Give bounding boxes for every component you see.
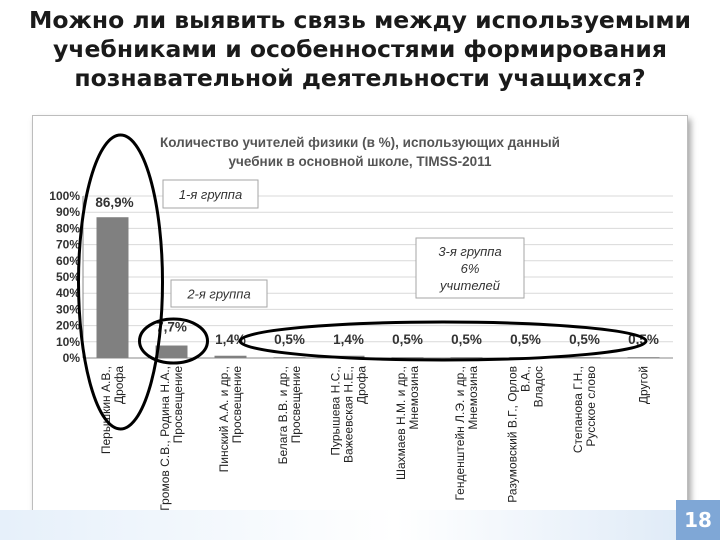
category-label-line: Русское слово (584, 366, 598, 447)
category-label: Пинский А.А. и др., Просвещение (217, 366, 244, 473)
annotation-text: 6% (461, 261, 480, 276)
data-label: 0,5% (392, 332, 423, 347)
bar-chart: Количество учителей физики (в %), исполь… (49, 133, 673, 511)
data-label: 86,9% (95, 195, 133, 210)
y-tick-label: 30% (56, 302, 80, 316)
bar (568, 357, 601, 358)
category-label-line: Владос (532, 366, 546, 407)
slide-title: Можно ли выявить связь между используемы… (6, 6, 714, 93)
group-annotation: 2-я группа (170, 279, 268, 308)
category-label-line: Дрофа (355, 366, 369, 404)
data-label: 0,5% (569, 332, 600, 347)
chart-title-line: учебник в основной школе, TIMSS-2011 (229, 154, 492, 169)
y-tick-label: 50% (56, 270, 80, 284)
annotation-text: учителей (439, 278, 500, 293)
y-tick-label: 0% (63, 351, 81, 365)
y-tick-label: 100% (49, 189, 80, 203)
category-label-line: Просвещение (230, 366, 244, 444)
bar (627, 357, 660, 358)
data-label: 0,5% (451, 332, 482, 347)
highlight-ellipse-group-3 (238, 320, 648, 362)
y-tick-label: 10% (56, 335, 80, 349)
data-label: 0,5% (510, 332, 541, 347)
category-label: Пурышева Н.С., Важеевская Н.Е., Дрофа (329, 366, 369, 463)
group-annotation: 1-я группа (162, 179, 259, 209)
y-tick-label: 40% (56, 286, 80, 300)
annotation-box (170, 279, 268, 308)
category-label: Разумовский В.Г., Орлов В.А., Владос (506, 366, 546, 503)
category-label-line: В.А., (519, 366, 533, 392)
bar (391, 357, 424, 358)
category-label: Степанова Г.Н., Русское слово (571, 366, 598, 453)
y-tick-label: 80% (56, 221, 80, 235)
data-label: 1,4% (215, 332, 246, 347)
category-label-line: Дрофа (112, 366, 126, 404)
category-label-line: Пинский А.А. и др., (217, 366, 231, 472)
annotation-text: 1-я группа (179, 187, 242, 202)
category-label: Другой (637, 366, 651, 404)
chart-frame: Количество учителей физики (в %), исполь… (32, 115, 688, 527)
slide-title-line: Можно ли выявить связь между используемы… (28, 6, 692, 34)
category-label-line: Разумовский В.Г., Орлов (506, 366, 520, 503)
highlight-ellipse-group-2 (138, 317, 209, 365)
y-tick-label: 90% (56, 205, 80, 219)
category-label-line: Громов С.В., Родина Н.А., (158, 366, 172, 511)
chart-title-line: Количество учителей физики (в %), исполь… (160, 135, 560, 150)
bar (214, 355, 247, 358)
category-label-line: Пурышева Н.С., (329, 366, 343, 456)
category-label-line: Генденштейн Л.Э. и др., (453, 366, 467, 501)
category-label-line: Белага В.В. и др., (276, 366, 290, 464)
y-tick-label: 60% (56, 254, 80, 268)
group-annotation: 3-я группа 6% учителей (415, 237, 525, 299)
y-tick-label: 70% (56, 238, 80, 252)
bar (155, 345, 188, 358)
annotation-text: 3-я группа (438, 244, 501, 259)
category-label: Перышкин А.В., Дрофа (99, 366, 126, 454)
y-tick-label: 20% (56, 319, 80, 333)
category-label: Шахмаев Н.М. и др., Мнемозина (394, 366, 421, 480)
highlight-ellipse-group-1 (77, 133, 164, 431)
category-label-line: Просвещение (289, 366, 303, 444)
bar (96, 217, 129, 358)
category-label-line: Важеевская Н.Е., (342, 366, 356, 463)
bar (450, 357, 483, 358)
data-label: 1,4% (333, 332, 364, 347)
category-label-line: Степанова Г.Н., (571, 366, 585, 453)
bar (273, 357, 306, 358)
data-label: 7,7% (156, 320, 187, 335)
annotation-text: 2-я группа (186, 287, 250, 302)
category-label: Белага В.В. и др., Просвещение (276, 366, 303, 465)
category-label-line: Другой (637, 366, 651, 404)
page-number: 18 (676, 500, 720, 540)
annotation-box (415, 237, 525, 299)
category-label-line: Мнемозина (466, 366, 480, 430)
annotation-box (162, 179, 259, 209)
category-label: Генденштейн Л.Э. и др., Мнемозина (453, 366, 480, 501)
footer-band (0, 510, 720, 540)
category-label: Громов С.В., Родина Н.А., Просвещение (158, 366, 185, 511)
category-label-line: Просвещение (171, 366, 185, 444)
category-label-line: Шахмаев Н.М. и др., (394, 366, 408, 480)
category-label-line: Перышкин А.В., (99, 366, 113, 454)
slide-title-line: учебниками и особенностями формирования (53, 35, 667, 63)
data-label: 0,5% (274, 332, 305, 347)
category-label-line: Мнемозина (407, 366, 421, 430)
slide-title-line: познавательной деятельности учащихся? (74, 64, 646, 92)
